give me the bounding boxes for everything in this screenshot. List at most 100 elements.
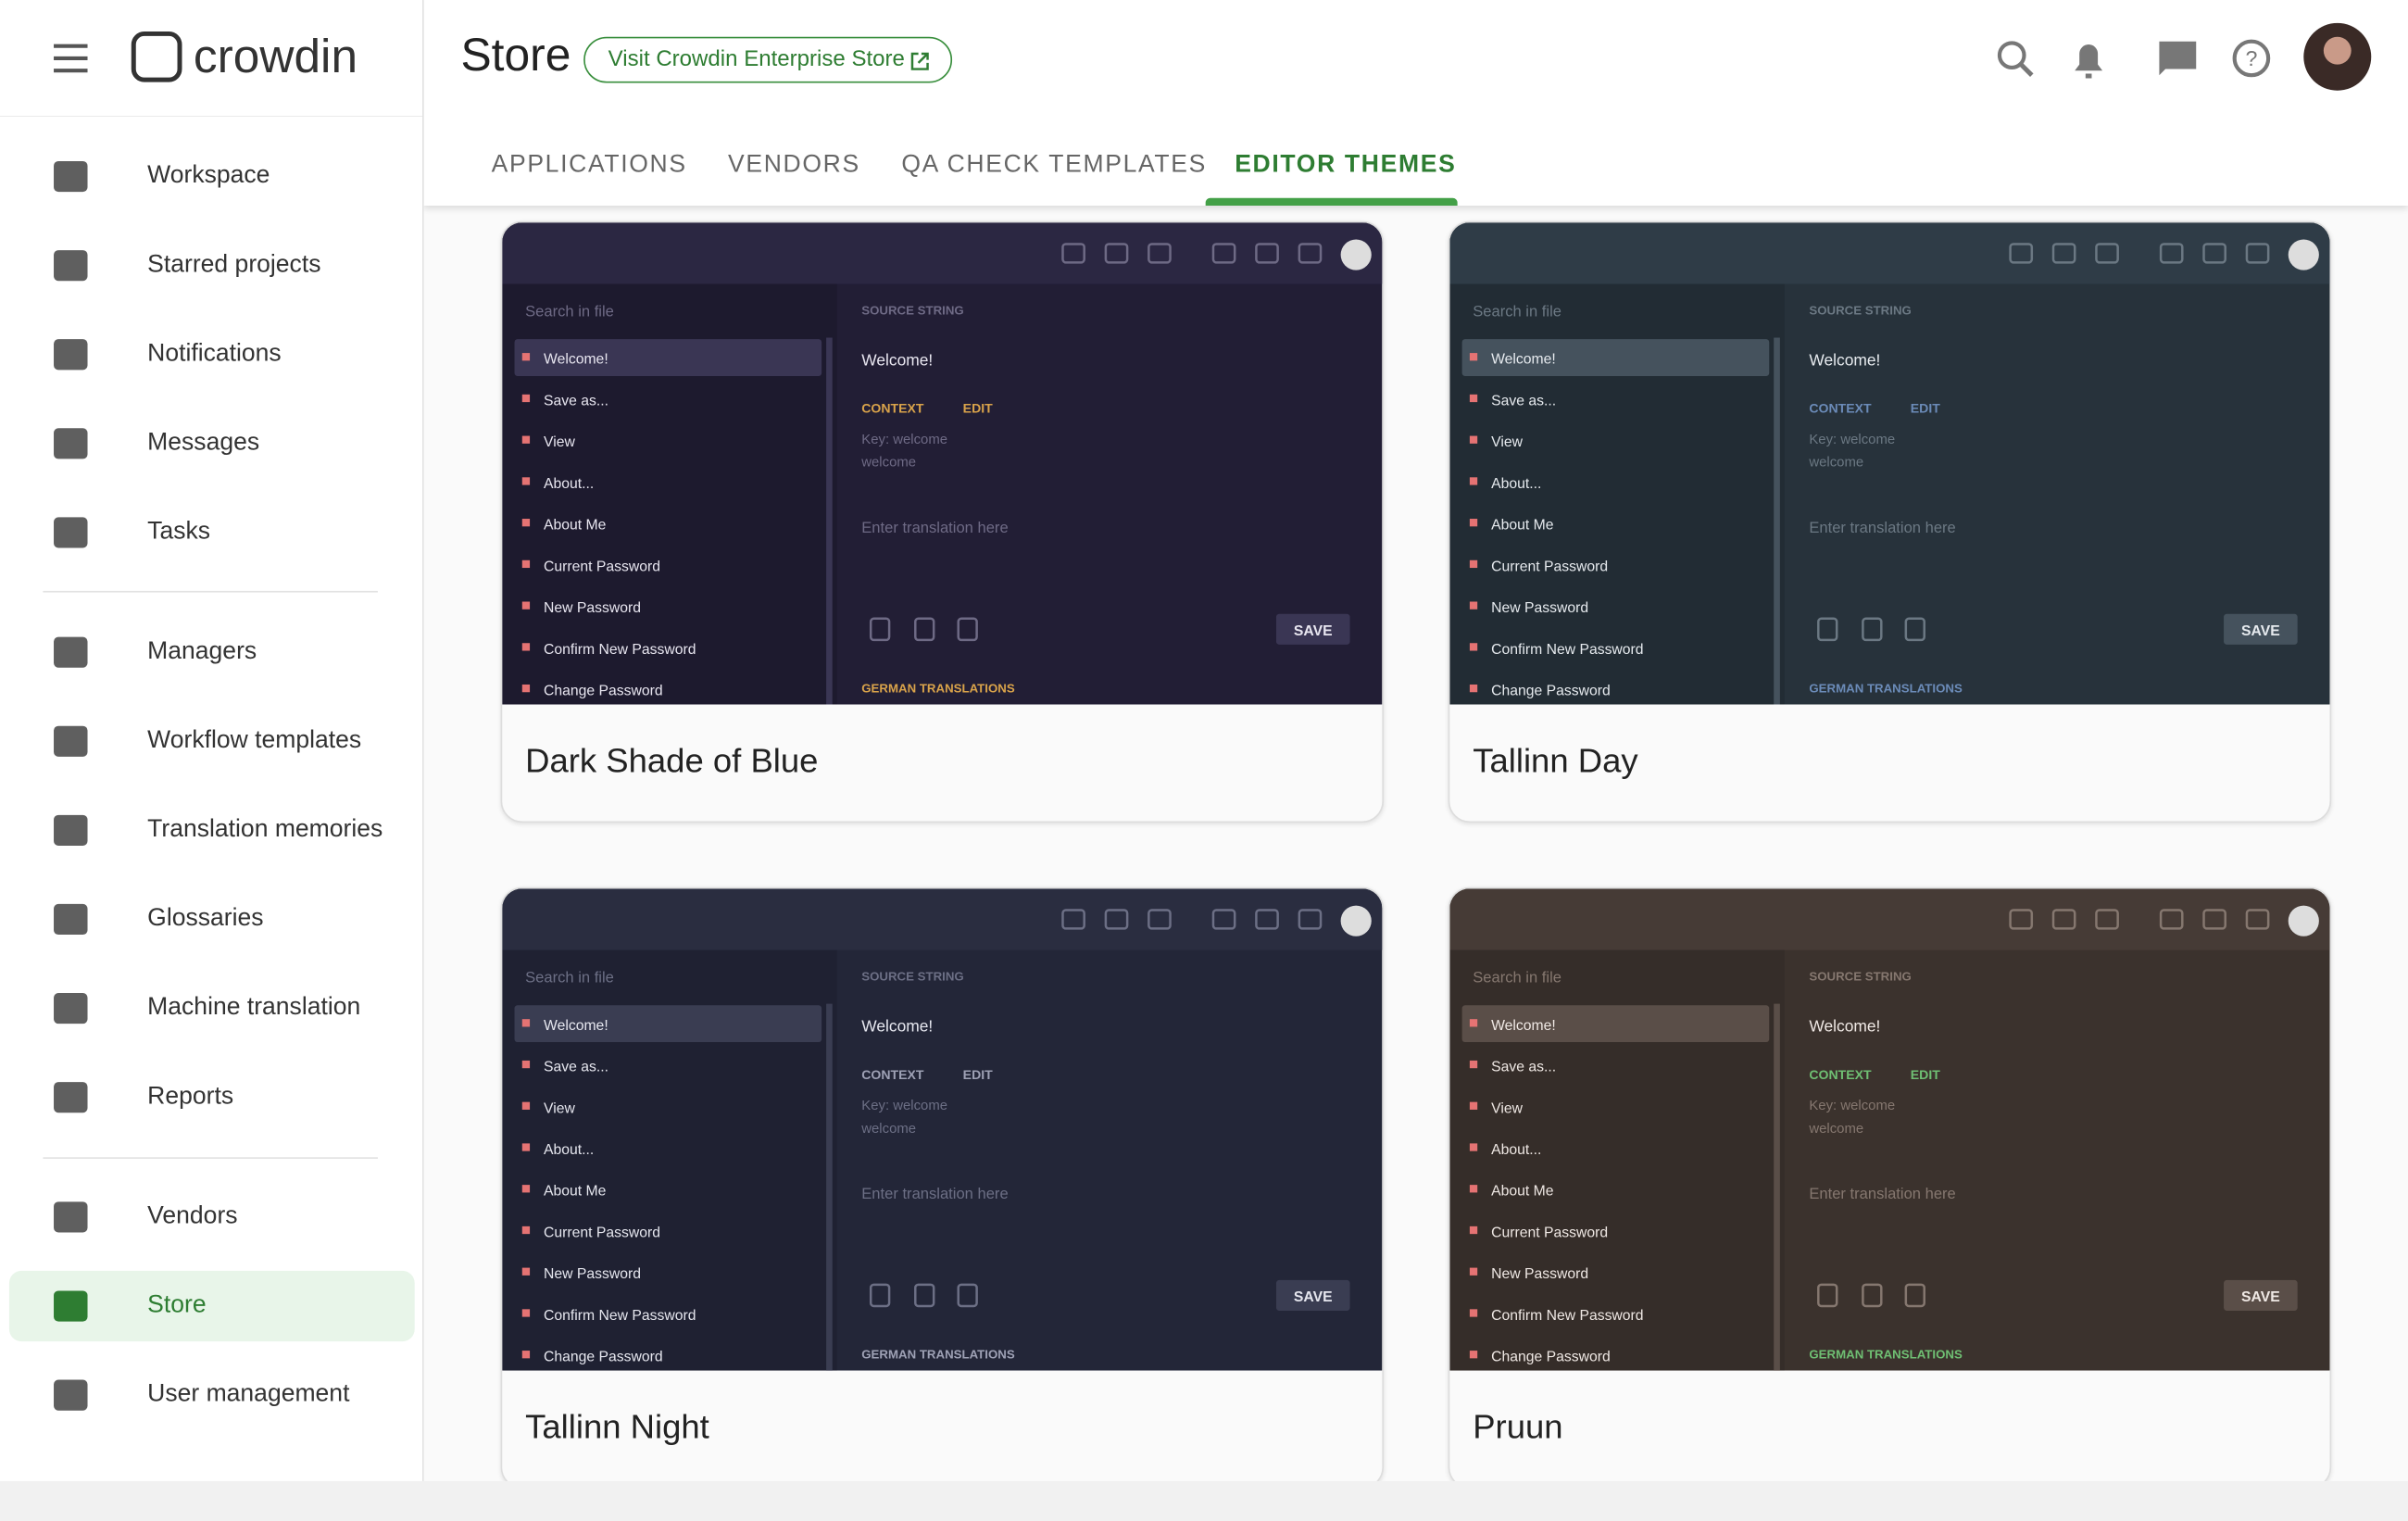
preview-text: SOURCE STRING bbox=[1809, 970, 1911, 984]
selected-row bbox=[514, 1005, 822, 1043]
nav-item[interactable]: Managers bbox=[9, 617, 415, 687]
preview-text: View bbox=[1491, 1100, 1523, 1116]
string-dot bbox=[521, 1101, 531, 1110]
enterprise-store-button[interactable]: Visit Crowdin Enterprise Store bbox=[583, 36, 953, 83]
preview-text: EDIT bbox=[1911, 1067, 1940, 1082]
nav-item[interactable]: Store bbox=[8, 1270, 415, 1342]
toolbar-icon bbox=[2051, 243, 2076, 264]
preview-text: SAVE bbox=[2241, 1289, 2280, 1305]
icon-shape bbox=[54, 517, 88, 548]
search-icon[interactable] bbox=[1997, 41, 2034, 77]
preview-text: Key: welcome bbox=[861, 1099, 947, 1113]
string-dot bbox=[1469, 1226, 1478, 1235]
preview-text: About Me bbox=[1491, 1184, 1554, 1200]
icon-shape bbox=[54, 250, 88, 282]
string-dot bbox=[521, 1019, 531, 1027]
theme-card[interactable]: Search in file Welcome! Save as... View Abou… bbox=[500, 220, 1385, 823]
string-dot bbox=[521, 601, 531, 610]
nav-item[interactable]: Reports bbox=[9, 1062, 415, 1133]
toolbar-icon bbox=[2202, 909, 2226, 930]
toolbar-icon bbox=[2245, 243, 2270, 264]
preview-text: View bbox=[544, 1100, 575, 1116]
tab[interactable]: QA CHECK TEMPLATES bbox=[901, 152, 1208, 179]
nav-label: Store bbox=[147, 1292, 207, 1319]
nav-item[interactable]: Workspace bbox=[9, 141, 415, 211]
save-button bbox=[2224, 1279, 2298, 1311]
preview-avatar bbox=[2288, 239, 2319, 270]
string-dot bbox=[1469, 643, 1478, 651]
preview-text: Confirm New Password bbox=[1491, 1308, 1643, 1324]
messages-icon[interactable] bbox=[2159, 41, 2197, 76]
theme-card[interactable]: Search in file Welcome! Save as... View Abou… bbox=[1448, 886, 2332, 1481]
nav-label: Glossaries bbox=[147, 905, 264, 932]
toolbar-icon bbox=[1061, 243, 1085, 264]
preview-avatar bbox=[2288, 905, 2319, 936]
nav-label: Messages bbox=[147, 429, 260, 457]
icon-shape bbox=[54, 725, 88, 757]
nav-item[interactable]: Translation memories bbox=[9, 795, 415, 865]
nav-icon bbox=[54, 636, 88, 668]
preview-text: GERMAN TRANSLATIONS bbox=[861, 1347, 1015, 1361]
string-dot bbox=[1469, 1267, 1478, 1276]
toolbar-icon bbox=[1148, 909, 1172, 930]
preview-text: Enter translation here bbox=[861, 1185, 1008, 1202]
theme-card[interactable]: Search in file Welcome! Save as... View Abou… bbox=[1448, 220, 2332, 823]
nav-item[interactable]: Notifications bbox=[9, 320, 415, 390]
nav-icon bbox=[54, 1379, 88, 1411]
nav-item[interactable]: Starred projects bbox=[9, 231, 415, 301]
notifications-icon[interactable] bbox=[2075, 44, 2103, 79]
preview-text: SAVE bbox=[1294, 1289, 1333, 1305]
string-dot bbox=[521, 1143, 531, 1151]
toolbar-icon bbox=[2159, 243, 2184, 264]
tab[interactable]: EDITOR THEMES bbox=[1235, 152, 1457, 179]
menu-icon[interactable] bbox=[54, 44, 88, 73]
preview-text: About Me bbox=[544, 1184, 607, 1200]
nav-icon bbox=[54, 428, 88, 459]
toolbar-icon bbox=[1298, 909, 1323, 930]
toolbar-icon bbox=[2202, 243, 2226, 264]
icon-shape bbox=[54, 339, 88, 371]
icon-shape bbox=[54, 160, 88, 193]
toolbar-icon bbox=[2095, 243, 2119, 264]
nav-item[interactable]: User management bbox=[9, 1360, 415, 1430]
action-icon bbox=[914, 617, 935, 642]
preview-text: Welcome! bbox=[1491, 352, 1556, 368]
nav-item[interactable]: Machine translation bbox=[9, 973, 415, 1043]
nav-label: User management bbox=[147, 1381, 350, 1408]
theme-card[interactable]: Search in file Welcome! Save as... View Abou… bbox=[500, 886, 1385, 1481]
preview-text: welcome bbox=[860, 1122, 916, 1137]
selected-row bbox=[1461, 339, 1770, 376]
string-dot bbox=[1469, 1185, 1478, 1193]
nav-item[interactable]: Messages bbox=[9, 409, 415, 479]
nav-item[interactable]: Tasks bbox=[9, 497, 415, 568]
preview-text: Search in file bbox=[1473, 968, 1561, 986]
tab[interactable]: VENDORS bbox=[727, 152, 860, 179]
help-icon[interactable] bbox=[2232, 39, 2271, 78]
preview-text: SOURCE STRING bbox=[861, 970, 963, 984]
string-dot bbox=[1469, 1060, 1478, 1069]
nav-item[interactable]: Glossaries bbox=[9, 884, 415, 954]
nav-item[interactable]: Workflow templates bbox=[9, 706, 415, 776]
toolbar-icon bbox=[1255, 243, 1279, 264]
string-dot bbox=[1469, 1019, 1478, 1027]
preview-text: Welcome! bbox=[861, 350, 933, 369]
save-button bbox=[2224, 613, 2298, 645]
nav-item[interactable]: Vendors bbox=[9, 1182, 415, 1252]
nav-icon bbox=[54, 903, 88, 936]
preview-text: Enter translation here bbox=[861, 519, 1008, 536]
preview-text: About... bbox=[544, 1142, 594, 1158]
preview-divider bbox=[1774, 1003, 1780, 1373]
preview-text: Current Password bbox=[544, 559, 660, 574]
string-dot bbox=[521, 1351, 531, 1359]
string-dot bbox=[521, 1226, 531, 1235]
theme-preview: Search in file Welcome! Save as... View Abou… bbox=[1449, 888, 2330, 1373]
string-dot bbox=[521, 1060, 531, 1069]
divider bbox=[43, 590, 378, 593]
action-icon bbox=[914, 1283, 935, 1308]
icon-shape bbox=[54, 1201, 88, 1233]
nav-label: Reports bbox=[147, 1083, 234, 1110]
tab[interactable]: APPLICATIONS bbox=[491, 152, 687, 179]
preview-text: Key: welcome bbox=[1809, 433, 1895, 447]
